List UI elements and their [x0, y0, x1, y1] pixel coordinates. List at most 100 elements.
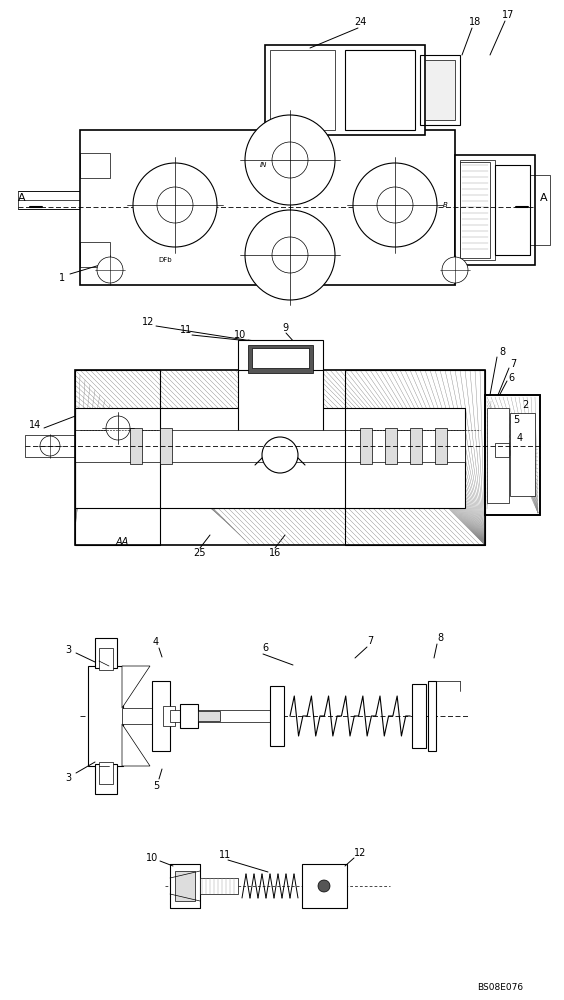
Bar — [18, 191, 80, 209]
Text: 12: 12 — [354, 848, 366, 858]
Text: 3: 3 — [65, 773, 71, 783]
Text: AA: AA — [116, 537, 129, 547]
Bar — [485, 395, 540, 515]
Bar — [460, 162, 490, 258]
Text: 10: 10 — [234, 330, 246, 340]
Circle shape — [318, 880, 330, 892]
Bar — [265, 45, 425, 135]
Bar — [428, 681, 436, 751]
Bar — [360, 428, 372, 464]
Text: 8: 8 — [437, 633, 443, 643]
Text: 4: 4 — [153, 637, 159, 647]
Bar — [80, 242, 110, 267]
Bar — [175, 871, 195, 901]
Bar — [152, 681, 170, 751]
Bar — [25, 435, 80, 457]
Bar — [200, 878, 238, 894]
Circle shape — [245, 210, 335, 300]
Bar — [122, 708, 152, 724]
Text: BS08E076: BS08E076 — [477, 984, 523, 992]
Text: IN: IN — [261, 162, 268, 168]
Bar — [248, 345, 313, 373]
Bar — [198, 711, 220, 721]
Text: 18: 18 — [469, 17, 481, 27]
Text: 11: 11 — [219, 850, 231, 860]
Bar — [270, 50, 335, 130]
Bar — [99, 762, 113, 784]
Text: 8: 8 — [499, 347, 505, 357]
Bar — [487, 397, 538, 513]
Bar — [385, 428, 397, 464]
Bar — [75, 370, 160, 545]
Text: 5: 5 — [513, 415, 519, 425]
Text: 2: 2 — [522, 400, 528, 410]
Circle shape — [353, 163, 437, 247]
Text: 25: 25 — [194, 548, 206, 558]
Circle shape — [442, 257, 468, 283]
Circle shape — [245, 115, 335, 205]
Bar — [88, 666, 123, 766]
Text: 10: 10 — [146, 853, 158, 863]
Bar — [75, 408, 465, 508]
Bar — [302, 864, 347, 908]
Polygon shape — [122, 666, 150, 708]
Bar — [130, 428, 142, 464]
Bar — [75, 370, 485, 545]
Text: B: B — [443, 202, 447, 208]
Bar — [495, 165, 530, 255]
Polygon shape — [122, 724, 150, 766]
Circle shape — [106, 416, 130, 440]
Text: 5: 5 — [153, 781, 159, 791]
Circle shape — [272, 142, 308, 178]
Circle shape — [262, 437, 298, 473]
Bar — [425, 60, 455, 120]
Bar — [75, 408, 465, 508]
Text: 16: 16 — [269, 548, 281, 558]
Bar — [410, 428, 422, 464]
Bar — [510, 413, 535, 496]
Text: 4: 4 — [517, 433, 523, 443]
Bar — [170, 864, 200, 908]
Text: 6: 6 — [262, 643, 268, 653]
Bar — [238, 370, 323, 435]
Bar — [80, 153, 110, 178]
Bar — [252, 348, 309, 368]
Bar — [487, 408, 509, 503]
Bar — [345, 50, 415, 130]
Text: DFb: DFb — [158, 257, 172, 263]
Text: 6: 6 — [508, 373, 514, 383]
Bar — [345, 370, 485, 545]
Bar — [460, 160, 495, 260]
Circle shape — [157, 187, 193, 223]
Bar — [80, 130, 455, 285]
Bar — [160, 428, 172, 464]
Text: 11: 11 — [180, 325, 192, 335]
Bar — [495, 443, 509, 457]
Circle shape — [377, 187, 413, 223]
Bar — [99, 648, 113, 670]
Bar — [75, 430, 465, 462]
Bar — [75, 370, 485, 545]
Text: 17: 17 — [502, 10, 514, 20]
Text: 12: 12 — [142, 317, 154, 327]
Bar — [435, 428, 447, 464]
Circle shape — [272, 237, 308, 273]
Text: 1: 1 — [59, 273, 65, 283]
Bar — [412, 684, 426, 748]
Bar — [95, 638, 117, 668]
Bar — [455, 155, 535, 265]
Bar — [238, 340, 323, 375]
Bar — [530, 175, 550, 245]
Bar — [485, 395, 540, 515]
Text: 7: 7 — [510, 359, 516, 369]
Text: A: A — [540, 193, 548, 203]
Bar — [95, 764, 117, 794]
Bar — [180, 704, 198, 728]
Text: 24: 24 — [354, 17, 366, 27]
Text: 3: 3 — [65, 645, 71, 655]
Bar — [420, 55, 460, 125]
Circle shape — [40, 436, 60, 456]
Bar — [163, 706, 175, 726]
Text: 14: 14 — [29, 420, 41, 430]
Bar — [270, 686, 284, 746]
